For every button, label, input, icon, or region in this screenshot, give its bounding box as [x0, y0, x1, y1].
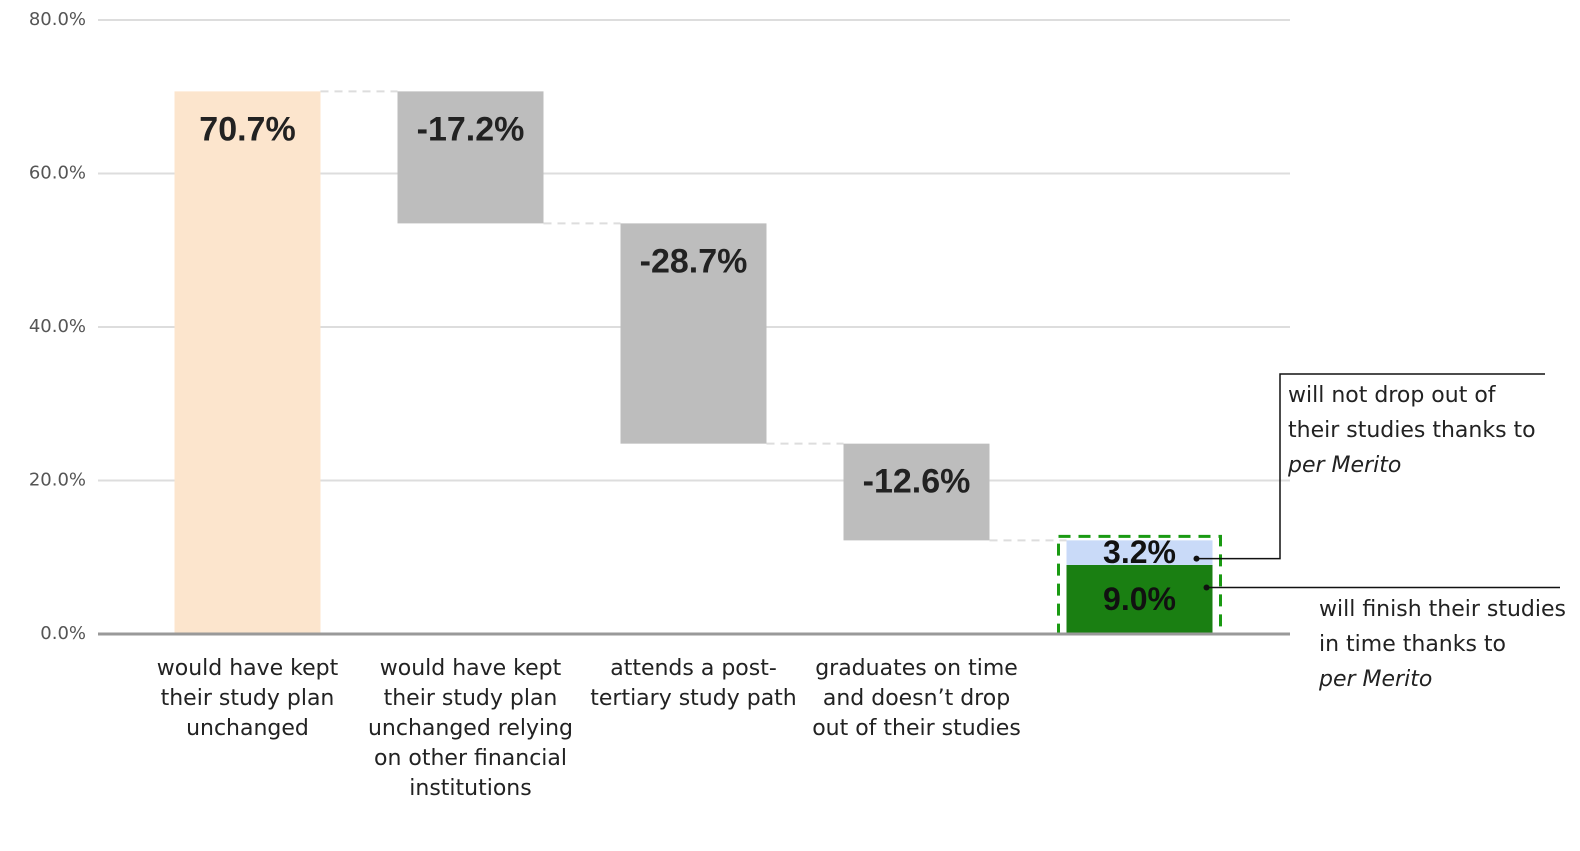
- x-tick-label: would have kept their study plan unchang…: [156, 656, 339, 741]
- y-tick-label: 0.0%: [40, 623, 86, 644]
- y-tick-label: 60.0%: [29, 163, 86, 184]
- data-label: 70.7%: [199, 110, 295, 148]
- data-label: 3.2%: [1103, 534, 1176, 570]
- y-tick-label: 20.0%: [29, 470, 86, 491]
- x-tick-label: graduates on time and doesn’t drop out o…: [812, 656, 1021, 741]
- y-tick-label: 80.0%: [29, 9, 86, 30]
- annotation-line: [1196, 373, 1545, 560]
- data-label: 9.0%: [1103, 581, 1176, 617]
- stack-segment: [1066, 564, 1213, 634]
- x-tick-label: would have kept their study plan unchang…: [367, 656, 574, 801]
- bar: [620, 223, 767, 444]
- bar: [843, 443, 990, 541]
- data-label: -28.7%: [640, 242, 748, 280]
- annotation-emphasis: per Merito: [1288, 453, 1402, 478]
- y-tick-label: 40.0%: [29, 316, 86, 337]
- annotation: will finish their studies in time thanks…: [1319, 592, 1580, 697]
- data-label: -12.6%: [863, 463, 971, 501]
- annotation-emphasis: per Merito: [1319, 667, 1433, 692]
- annotation: will not drop out of their studies thank…: [1288, 378, 1550, 483]
- data-label: -17.2%: [417, 110, 525, 148]
- stack-segment: [1066, 540, 1213, 565]
- bar: [174, 91, 321, 634]
- annotation-text: will not drop out of their studies thank…: [1288, 383, 1536, 443]
- annotation-text: will finish their studies in time thanks…: [1319, 597, 1566, 657]
- x-tick-label: attends a post-tertiary study path: [590, 656, 797, 711]
- bar: [397, 91, 544, 224]
